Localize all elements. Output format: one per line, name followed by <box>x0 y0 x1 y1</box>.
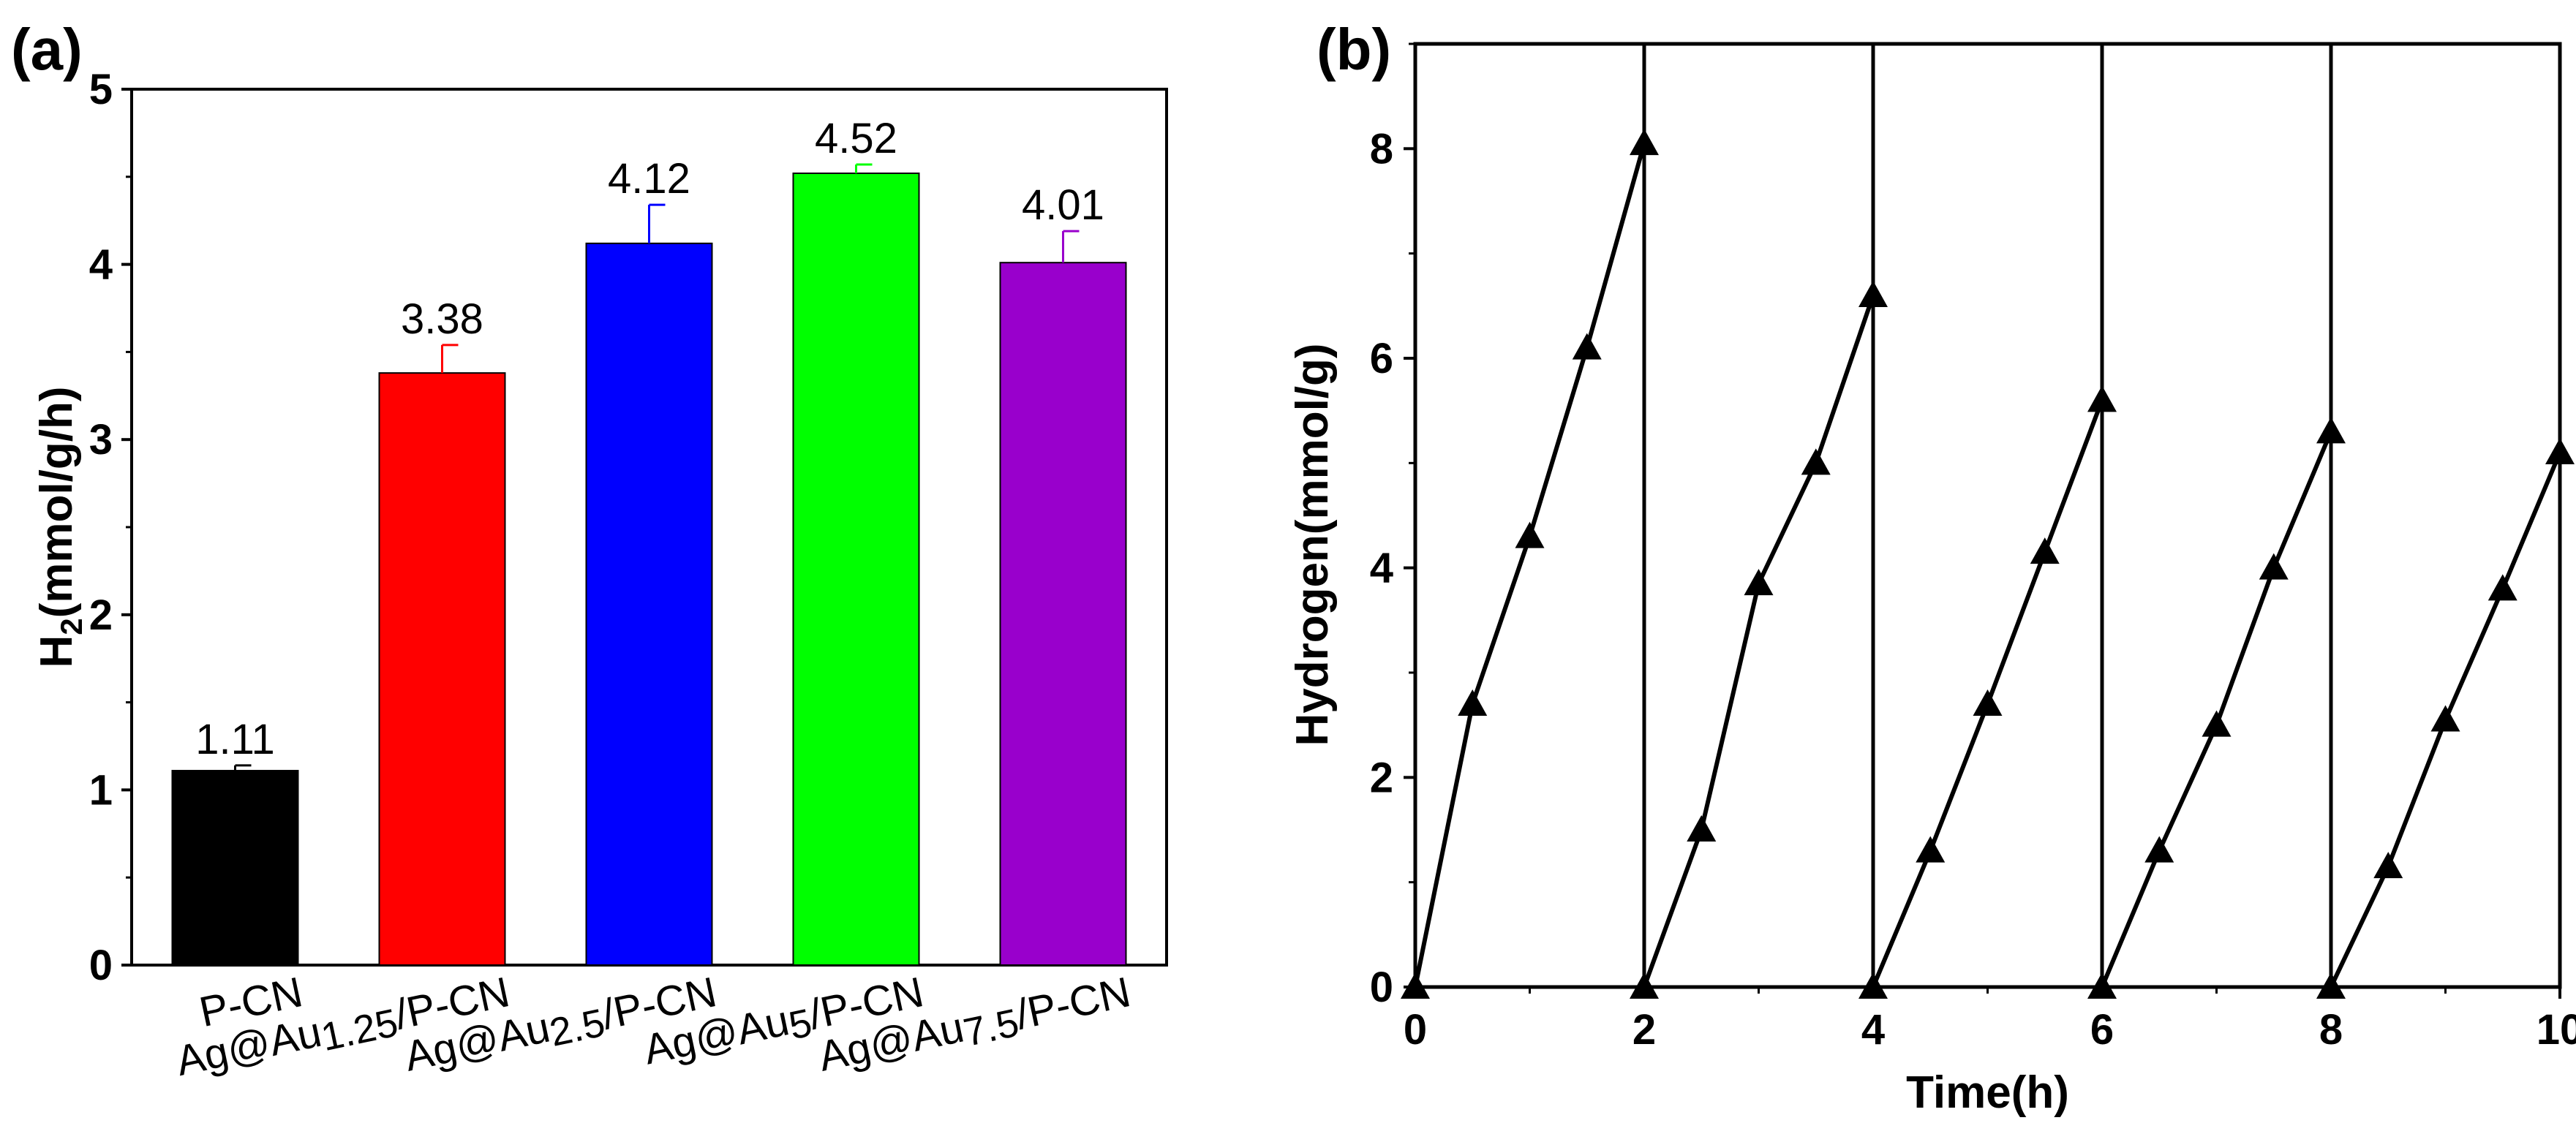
y-axis-label-main: H <box>31 635 82 668</box>
bar-4 <box>792 173 920 966</box>
category-rest: /P-CN <box>1012 968 1134 1038</box>
panel-a: (a)012345H2(mmol/g/h)1.11P-CN3.38Ag@Au1.… <box>11 17 1168 1085</box>
data-point-triangle <box>2545 438 2575 464</box>
x-tick-label-b: 4 <box>1861 1006 1885 1054</box>
x-tick-label-b: 10 <box>2537 1006 2576 1054</box>
category-sub: 7.5 <box>960 1001 1023 1055</box>
y-tick-label-a: 5 <box>89 66 113 113</box>
y-tick-label-a: 3 <box>89 416 113 464</box>
bar-5 <box>999 262 1127 967</box>
data-point-triangle <box>1687 815 1717 842</box>
y-axis-label-a: H2(mmol/g/h) <box>31 387 88 668</box>
y-tick-label-a: 2 <box>89 591 113 639</box>
y-tick-label-b: 4 <box>1370 545 1393 592</box>
bar-3 <box>585 242 713 966</box>
data-point-triangle <box>1858 281 1888 307</box>
data-point-triangle <box>2316 972 2346 999</box>
value-label-4: 4.52 <box>815 115 897 162</box>
bar-2 <box>378 372 506 967</box>
data-point-triangle <box>2030 537 2060 564</box>
x-tick-label-b: 2 <box>1632 1006 1656 1054</box>
y-tick-label-a: 0 <box>89 942 113 989</box>
y-tick-label-a: 1 <box>89 766 113 814</box>
x-tick-label-b: 0 <box>1404 1006 1427 1054</box>
y-tick-label-b: 6 <box>1370 335 1393 382</box>
data-point-triangle <box>2202 710 2232 737</box>
panel-label-a: (a) <box>11 17 83 82</box>
data-point-triangle <box>1744 569 1774 596</box>
data-point-triangle <box>1458 689 1488 716</box>
category-sub: 1.25 <box>317 1001 402 1060</box>
x-tick-label-b: 8 <box>2319 1006 2343 1054</box>
data-point-triangle <box>2259 553 2289 580</box>
x-tick-label-b: 6 <box>2090 1006 2114 1054</box>
data-point-triangle <box>1515 521 1545 548</box>
y-tick-label-a: 4 <box>89 241 113 289</box>
data-point-triangle <box>1916 836 1946 863</box>
y-axis-label-b: Hydrogen(mmol/g) <box>1287 343 1338 746</box>
data-point-triangle <box>2144 836 2174 863</box>
category-sub: 2.5 <box>546 1001 609 1055</box>
value-label-2: 3.38 <box>401 295 483 343</box>
panel-label-b: (b) <box>1317 17 1391 82</box>
data-point-triangle <box>2430 705 2460 732</box>
data-point-triangle <box>2087 385 2117 412</box>
series-line-1 <box>1413 143 1646 988</box>
bar-1 <box>171 770 299 966</box>
data-point-triangle <box>1973 689 2003 716</box>
data-point-triangle <box>1572 333 1602 360</box>
data-point-triangle <box>2373 852 2403 879</box>
data-point-triangle <box>2087 972 2117 999</box>
y-tick-label-b: 0 <box>1370 964 1393 1011</box>
y-tick-label-b: 8 <box>1370 125 1393 173</box>
data-point-triangle <box>1630 972 1659 999</box>
value-label-3: 4.12 <box>608 155 690 203</box>
data-point-triangle <box>1630 129 1659 156</box>
y-axis-label-sub: 2 <box>54 618 88 635</box>
data-point-triangle <box>2316 417 2346 444</box>
plot-frame-b <box>1413 42 2562 989</box>
value-label-5: 4.01 <box>1022 181 1104 229</box>
series-line-4 <box>2100 431 2333 988</box>
value-label-1: 1.11 <box>195 716 275 763</box>
series-line-2 <box>1642 295 1875 988</box>
x-axis-label-b: Time(h) <box>1906 1067 2069 1118</box>
data-point-triangle <box>1858 972 1888 999</box>
panel-b: (b) 0 2 4 6 8 0 2 4 6 8 10 Time(h) Hydrogen(mmol/g) <box>1287 17 2576 1118</box>
data-point-triangle <box>1401 972 1430 999</box>
y-axis-label-rest: (mmol/g/h) <box>31 387 82 619</box>
data-point-triangle <box>2488 574 2517 601</box>
y-tick-label-b: 2 <box>1370 754 1393 801</box>
data-point-triangle <box>1801 448 1831 475</box>
